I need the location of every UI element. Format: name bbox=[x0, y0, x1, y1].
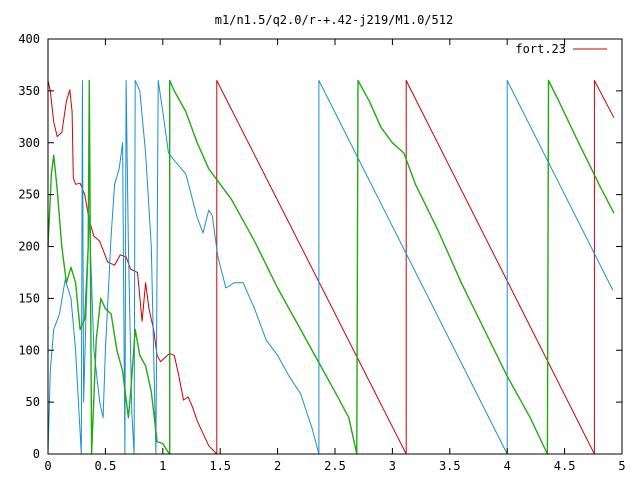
y-tick-label: 250 bbox=[18, 188, 40, 202]
ticks-layer: 0 0.5 1 1.5 2 2.5 3 3.5 4 4.5 50501001502002503003… bbox=[18, 32, 625, 473]
y-tick-label: 400 bbox=[18, 32, 40, 46]
y-tick-label: 200 bbox=[18, 240, 40, 254]
legend: fort.23 bbox=[515, 42, 607, 56]
x-tick-label: 3.5 bbox=[439, 459, 461, 473]
x-tick-label: 2 bbox=[274, 459, 281, 473]
x-tick-label: 1 bbox=[159, 459, 166, 473]
y-tick-label: 150 bbox=[18, 291, 40, 305]
x-tick-label: 4.5 bbox=[554, 459, 576, 473]
x-tick-label: 4 bbox=[504, 459, 511, 473]
y-tick-label: 350 bbox=[18, 84, 40, 98]
series-line-1 bbox=[47, 80, 614, 455]
series-layer bbox=[47, 79, 615, 455]
x-tick-label: 0 bbox=[44, 459, 51, 473]
y-tick-label: 50 bbox=[26, 395, 40, 409]
y-tick-label: 0 bbox=[33, 447, 40, 461]
x-tick-label: 2.5 bbox=[324, 459, 346, 473]
y-tick-label: 300 bbox=[18, 136, 40, 150]
series-line-2 bbox=[47, 79, 615, 455]
chart-title: m1/n1.5/q2.0/r-+.42-j219/M1.0/512 bbox=[215, 13, 453, 27]
x-tick-label: 3 bbox=[389, 459, 396, 473]
series-line-0 bbox=[47, 80, 615, 455]
y-tick-label: 100 bbox=[18, 343, 40, 357]
x-tick-label: 5 bbox=[618, 459, 625, 473]
x-tick-label: 1.5 bbox=[209, 459, 231, 473]
legend-label: fort.23 bbox=[515, 42, 566, 56]
x-tick-label: 0.5 bbox=[95, 459, 117, 473]
